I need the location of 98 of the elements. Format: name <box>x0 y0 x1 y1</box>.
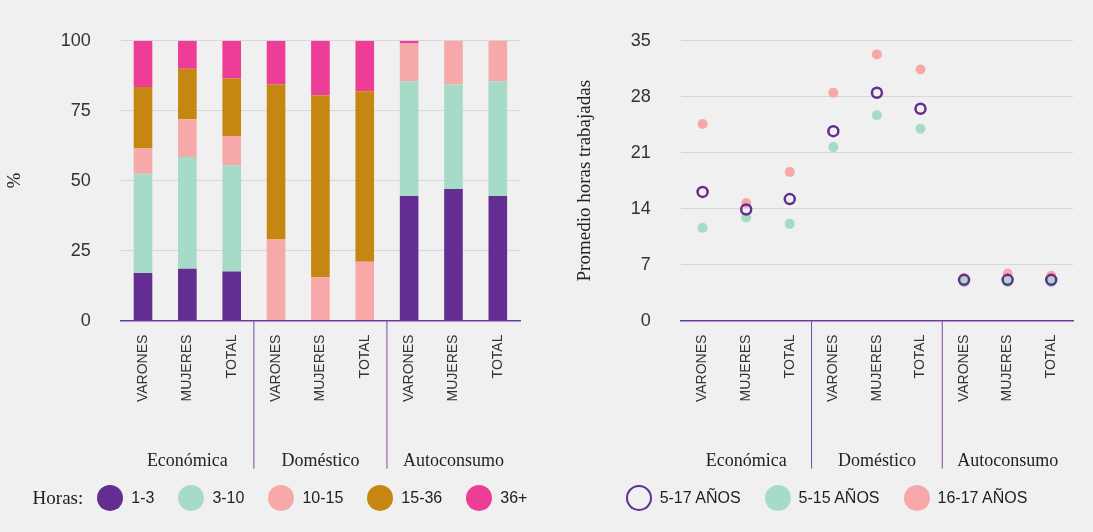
point <box>697 118 708 129</box>
x-tick-label: MUJERES <box>998 334 1015 402</box>
x-tick-label: MUJERES <box>311 334 328 402</box>
bar <box>488 40 508 82</box>
point <box>783 192 797 206</box>
bar <box>133 40 153 87</box>
bar <box>178 40 197 69</box>
x-tick-label: MUJERES <box>737 334 754 402</box>
bar <box>399 43 419 82</box>
legend-label: 36+ <box>500 489 528 507</box>
x-tick-label: VARONES <box>693 334 710 403</box>
x-tick-label: MUJERES <box>178 334 195 402</box>
bar <box>399 40 419 44</box>
x-tick-label: VARONES <box>954 334 971 403</box>
bar <box>178 119 197 157</box>
legend-label: 3-10 <box>212 489 245 507</box>
bar <box>488 196 508 321</box>
x-tick-label: TOTAL <box>488 334 505 379</box>
x-tick-label: VARONES <box>399 334 416 403</box>
y-tick-label: 25 <box>70 239 91 260</box>
legend-label: 1-3 <box>131 489 155 507</box>
bar <box>355 91 375 262</box>
bar <box>178 68 197 120</box>
legend-label: 15-36 <box>401 489 443 507</box>
point <box>915 64 926 75</box>
y-tick-label: 28 <box>630 85 651 106</box>
point <box>784 166 795 177</box>
legend-label: 5-15 AÑOS <box>798 489 880 507</box>
bar <box>399 196 419 321</box>
text: Económica <box>146 449 228 470</box>
bar <box>222 40 242 79</box>
point <box>1001 273 1014 287</box>
point <box>827 124 840 138</box>
bar <box>178 268 197 321</box>
bar <box>444 189 463 321</box>
bar <box>266 84 286 240</box>
point <box>696 185 709 199</box>
x-tick-label: TOTAL <box>355 334 372 379</box>
x-tick-label: VARONES <box>824 334 841 403</box>
bar <box>355 40 375 92</box>
bar <box>133 273 153 321</box>
x-tick-label: MUJERES <box>444 334 461 402</box>
bar <box>311 40 330 96</box>
point <box>739 203 753 216</box>
point <box>828 87 839 98</box>
point <box>1044 273 1058 287</box>
legend-label: 16-17 AÑOS <box>937 489 1028 507</box>
bar <box>266 40 286 85</box>
point <box>871 49 882 60</box>
x-tick-label: TOTAL <box>222 334 239 379</box>
point <box>697 222 708 233</box>
point <box>915 123 926 134</box>
x-tick-label: TOTAL <box>911 334 928 379</box>
point <box>914 102 927 115</box>
bar <box>133 86 153 149</box>
text: Autoconsumo <box>402 449 504 470</box>
bar <box>222 165 242 272</box>
bar <box>444 84 463 190</box>
text: Económica <box>705 449 787 470</box>
x-tick-label: VARONES <box>133 334 150 403</box>
y-tick-label: 0 <box>80 309 91 330</box>
bar <box>311 95 330 278</box>
legend-label: 10-15 <box>302 489 344 507</box>
y-axis-title: Promedio horas trabajadas <box>573 79 595 282</box>
x-tick-label: VARONES <box>266 334 283 403</box>
bar <box>311 277 330 321</box>
bar <box>222 78 242 136</box>
bar <box>355 261 375 321</box>
y-tick-label: 21 <box>630 141 651 162</box>
bar <box>444 40 463 85</box>
text: Doméstico <box>837 449 916 470</box>
bar <box>488 81 508 197</box>
bar <box>222 135 242 166</box>
text: Autoconsumo <box>957 449 1059 470</box>
x-tick-label: TOTAL <box>1042 334 1059 379</box>
legend-label: 5-17 AÑOS <box>659 489 741 507</box>
point <box>870 86 884 100</box>
y-tick-label: 0 <box>640 309 651 330</box>
y-tick-label: 75 <box>70 99 91 120</box>
bar <box>178 156 197 269</box>
y-axis-title: % <box>3 172 25 189</box>
text: Doméstico <box>281 449 360 470</box>
y-tick-label: 100 <box>60 29 91 50</box>
point <box>828 142 839 153</box>
y-tick-label: 35 <box>630 29 651 50</box>
bar <box>399 81 419 197</box>
x-tick-label: TOTAL <box>780 334 797 379</box>
point <box>784 218 795 229</box>
bar <box>266 239 286 321</box>
x-tick-label: MUJERES <box>867 334 884 402</box>
point <box>871 110 882 121</box>
bar <box>133 148 153 174</box>
bar <box>222 271 242 321</box>
y-tick-label: 50 <box>70 169 91 190</box>
legend-title: Horas: <box>32 487 84 509</box>
bar <box>133 173 153 274</box>
y-tick-label: 14 <box>630 197 651 218</box>
y-tick-label: 7 <box>640 253 651 274</box>
